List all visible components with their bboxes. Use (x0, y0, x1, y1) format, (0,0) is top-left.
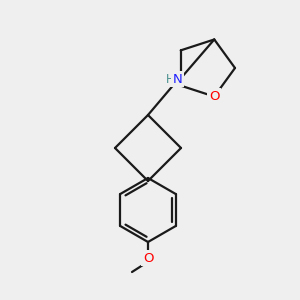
Text: O: O (143, 251, 153, 265)
Text: N: N (172, 73, 182, 86)
Text: O: O (209, 90, 220, 103)
Text: H: H (166, 73, 175, 86)
